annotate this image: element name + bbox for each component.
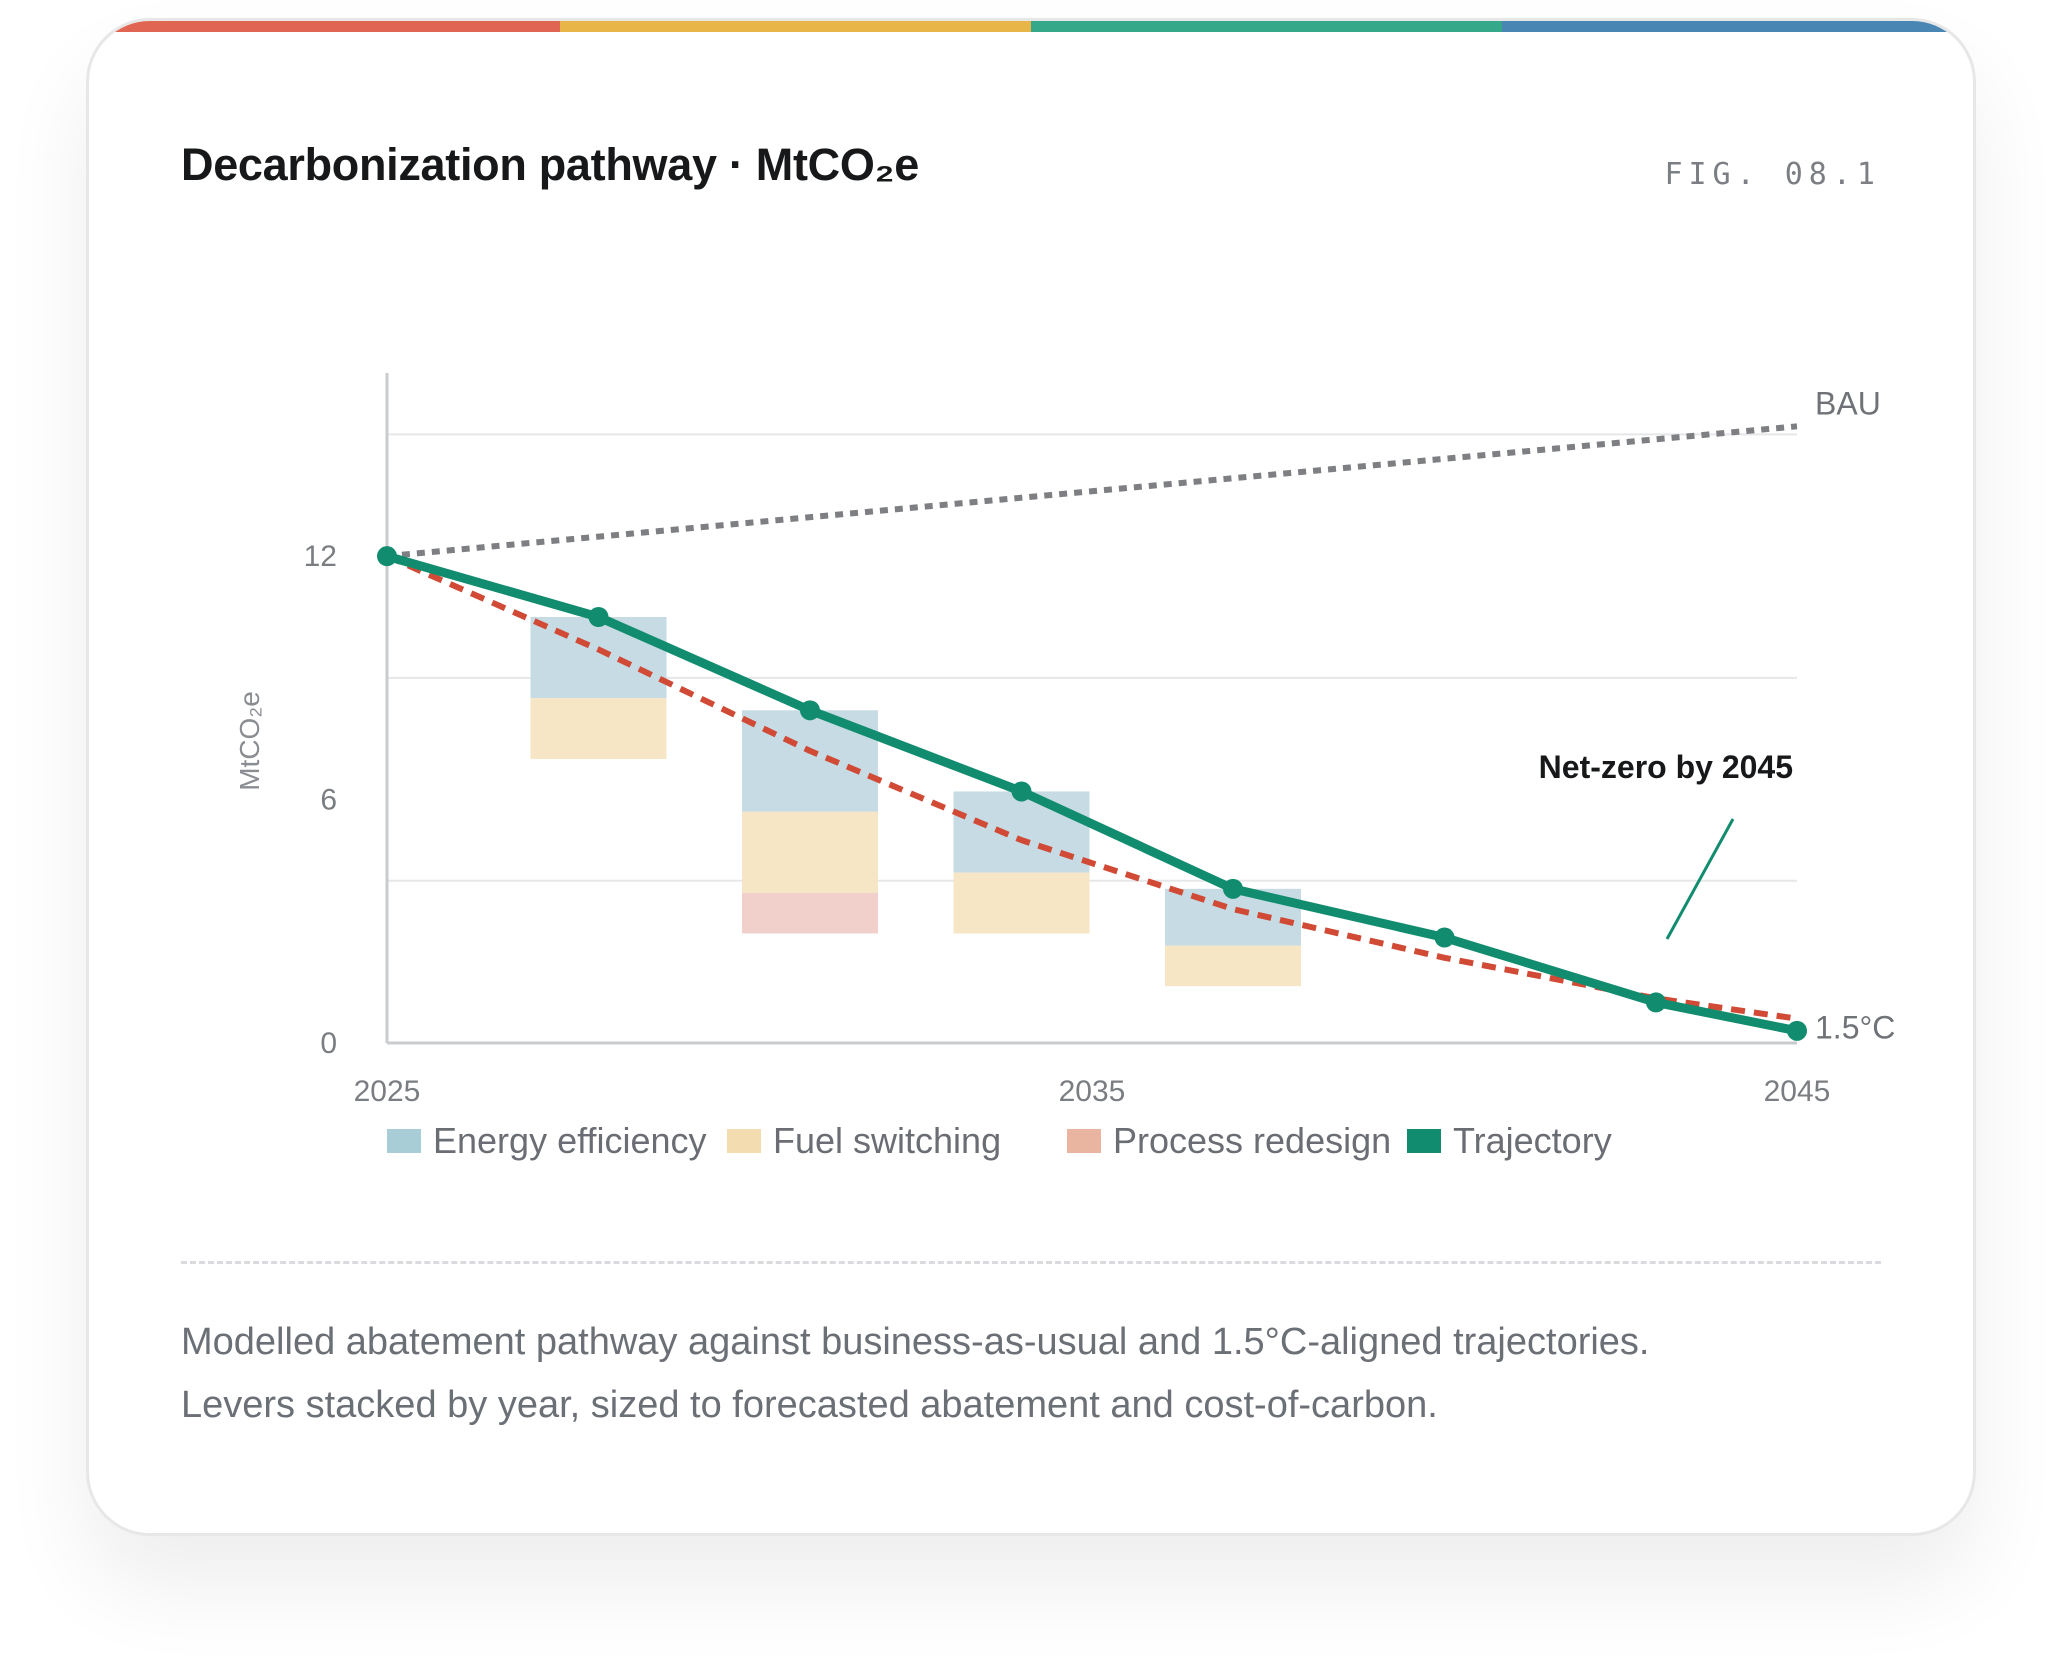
lever-bar-fuel-switching [1165,945,1301,987]
accent-segment-yellow [560,21,1031,32]
accent-segment-red [89,21,560,32]
x-tick-label: 2035 [1059,1075,1126,1108]
accent-bar [89,21,1973,32]
accent-segment-green [1031,21,1502,32]
legend-swatch-process-redesign [1067,1129,1101,1153]
series-line-bau [386,423,1798,560]
bau-label: BAU [1815,385,1881,421]
legend-label-process-redesign: Process redesign [1113,1120,1391,1161]
chart-plot: 0 6 12 2025 2035 2045 MtCO₂e BAU 1.5°C Net-zero b… [234,373,1895,1161]
trajectory-point [588,607,609,627]
series-line-trajectory [382,551,1802,1036]
chart-title: Decarbonization pathway · MtCO₂e [181,139,919,190]
accent-segment-blue [1502,21,1973,32]
target-label: 1.5°C [1815,1010,1895,1046]
lever-bar-fuel-switching [530,698,667,759]
legend-swatch-energy-efficiency [387,1129,421,1153]
y-axis-title: MtCO₂e [234,691,265,791]
lever-bar-fuel-switching [953,872,1090,934]
trajectory-point [1646,992,1666,1013]
y-tick-label: 0 [320,1027,337,1060]
lever-bar-energy-efficiency [530,617,667,699]
trajectory-point [1223,878,1243,899]
legend-swatch-trajectory [1407,1129,1441,1153]
lever-bar-energy-efficiency [953,791,1090,873]
x-tick-label: 2025 [354,1075,421,1108]
callout-leader-line [1665,818,1735,940]
caption-divider [181,1261,1881,1264]
chart-card: Decarbonization pathway · MtCO₂e FIG. 08… [86,18,1976,1536]
trajectory-point [1434,927,1455,948]
trajectory-point [1011,781,1032,802]
lever-bar-fuel-switching [742,811,878,893]
lever-bar-process-redesign [742,892,878,934]
legend-label-fuel-switching: Fuel switching [773,1120,1001,1161]
legend-label-energy-efficiency: Energy efficiency [433,1120,706,1161]
legend-swatch-fuel-switching [727,1129,761,1153]
y-tick-label: 12 [304,540,337,573]
net-zero-callout: Net-zero by 2045 [1539,749,1793,785]
y-tick-label: 6 [320,784,337,817]
figure-label: FIG. 08.1 [1664,157,1881,192]
caption-line-1: Modelled abatement pathway against busin… [181,1321,1650,1363]
x-tick-label: 2045 [1764,1075,1831,1108]
trajectory-point [1787,1020,1807,1041]
legend-label-trajectory: Trajectory [1453,1120,1612,1161]
chart-caption: Modelled abatement pathway against busin… [181,1311,1901,1437]
trajectory-point [377,546,397,567]
caption-line-2: Levers stacked by year, sized to forecas… [181,1384,1438,1426]
trajectory-point [800,700,820,721]
